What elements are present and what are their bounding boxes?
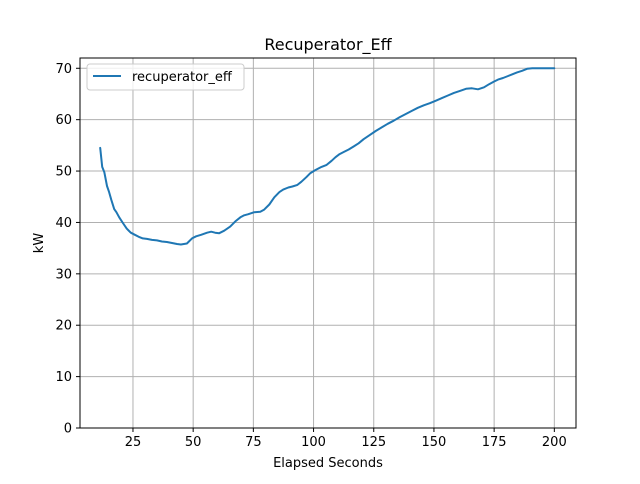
y-axis-label: kW bbox=[32, 233, 47, 254]
x-tick-label: 175 bbox=[482, 435, 507, 450]
chart-title: Recuperator_Eff bbox=[264, 35, 392, 55]
y-tick-label: 70 bbox=[55, 62, 72, 77]
x-tick-label: 50 bbox=[185, 435, 202, 450]
x-tick-label: 75 bbox=[245, 435, 262, 450]
y-tick-label: 40 bbox=[55, 216, 72, 231]
y-tick-label: 50 bbox=[55, 165, 72, 180]
x-tick-label: 125 bbox=[361, 435, 386, 450]
y-tick-label: 30 bbox=[55, 267, 72, 282]
x-tick-label: 100 bbox=[301, 435, 326, 450]
x-axis-label: Elapsed Seconds bbox=[273, 456, 383, 471]
axis-ticks: 25 50 75 100 125 150 175 200 0 10 20 30 40 50 60 70 bbox=[55, 62, 566, 450]
y-tick-label: 10 bbox=[55, 370, 72, 385]
y-tick-label: 0 bbox=[64, 422, 72, 437]
legend-box bbox=[86, 63, 245, 91]
series-line-recuperator_eff bbox=[99, 67, 556, 246]
x-tick-label: 25 bbox=[125, 435, 142, 450]
y-tick-label: 60 bbox=[55, 113, 72, 128]
x-tick-label: 200 bbox=[542, 435, 567, 450]
legend-label: recuperator_eff bbox=[132, 70, 233, 85]
legend: recuperator_eff bbox=[86, 63, 245, 91]
axes-frame bbox=[79, 57, 577, 429]
y-tick-label: 20 bbox=[55, 319, 72, 334]
x-tick-label: 150 bbox=[422, 435, 447, 450]
series-layer bbox=[99, 67, 556, 246]
